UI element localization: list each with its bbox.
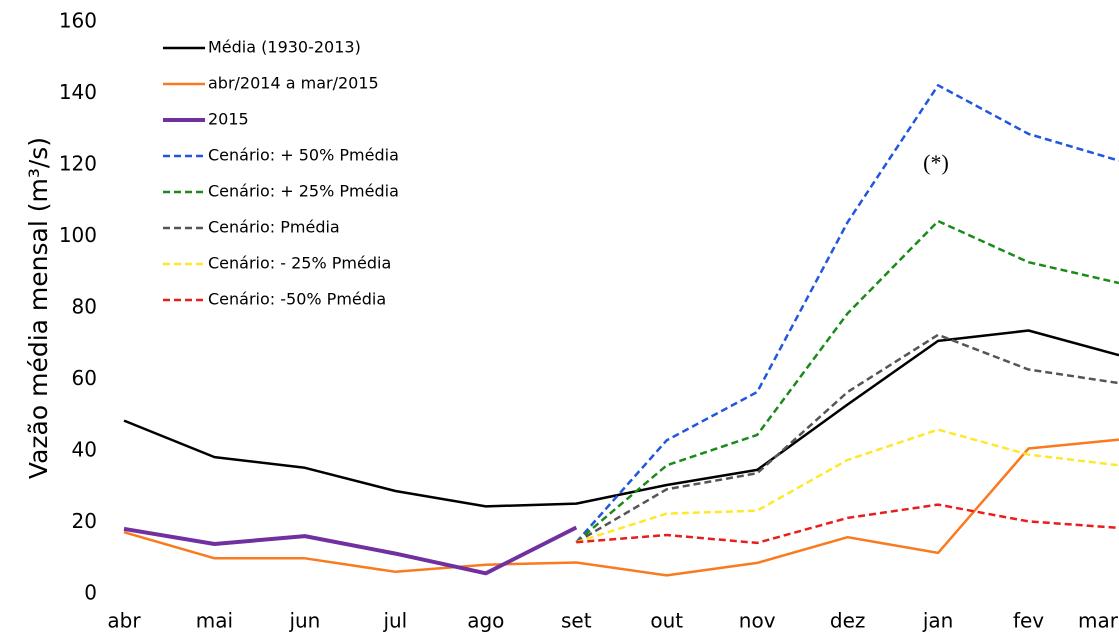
legend-label: 2015: [208, 110, 249, 129]
x-tick-label: set: [561, 609, 592, 633]
y-tick-label: 100: [59, 223, 97, 247]
series-line: [575, 428, 1119, 544]
y-tick-label: 120: [59, 152, 97, 176]
y-tick-label: 60: [72, 366, 97, 390]
legend-label: Cenário: -50% Pmédia: [208, 290, 386, 309]
series-line: [576, 503, 1119, 545]
y-tick-label: 0: [84, 581, 97, 605]
x-tick-label: nov: [739, 609, 776, 633]
x-tick-label: jun: [288, 609, 320, 633]
x-tick-label: jan: [922, 609, 954, 633]
legend-label: abr/2014 a mar/2015: [208, 74, 379, 93]
x-tick-label: out: [650, 609, 683, 633]
x-tick-label: fev: [1013, 609, 1044, 633]
y-axis-label: Vazão média mensal (m³/s): [24, 137, 53, 479]
legend-label: Cenário: Pmédia: [208, 218, 340, 237]
series-line: [575, 333, 1119, 544]
legend-label: Cenário: - 25% Pmédia: [208, 254, 391, 273]
y-tick-label: 40: [72, 438, 97, 462]
series-line: [575, 84, 1119, 544]
x-tick-label: jul: [382, 609, 407, 633]
legend-label: Média (1930-2013): [208, 38, 361, 57]
series-line: [575, 219, 1119, 544]
series-line: [123, 525, 578, 576]
legend-label: Cenário: + 25% Pmédia: [208, 182, 399, 201]
y-tick-label: 140: [59, 80, 97, 104]
annotation: (*): [923, 150, 949, 175]
x-tick-label: ago: [467, 609, 504, 633]
y-tick-label: 160: [59, 9, 97, 33]
x-tick-label: mai: [196, 609, 233, 633]
x-tick-label: dez: [830, 609, 866, 633]
y-tick-label: 80: [72, 295, 97, 319]
x-tick-label: abr: [107, 609, 141, 633]
legend-label: Cenário: + 50% Pmédia: [208, 146, 399, 165]
y-tick-label: 20: [72, 509, 97, 533]
series-line: [123, 329, 1119, 508]
x-tick-label: mar: [1078, 609, 1119, 633]
series-line: [123, 438, 1119, 577]
